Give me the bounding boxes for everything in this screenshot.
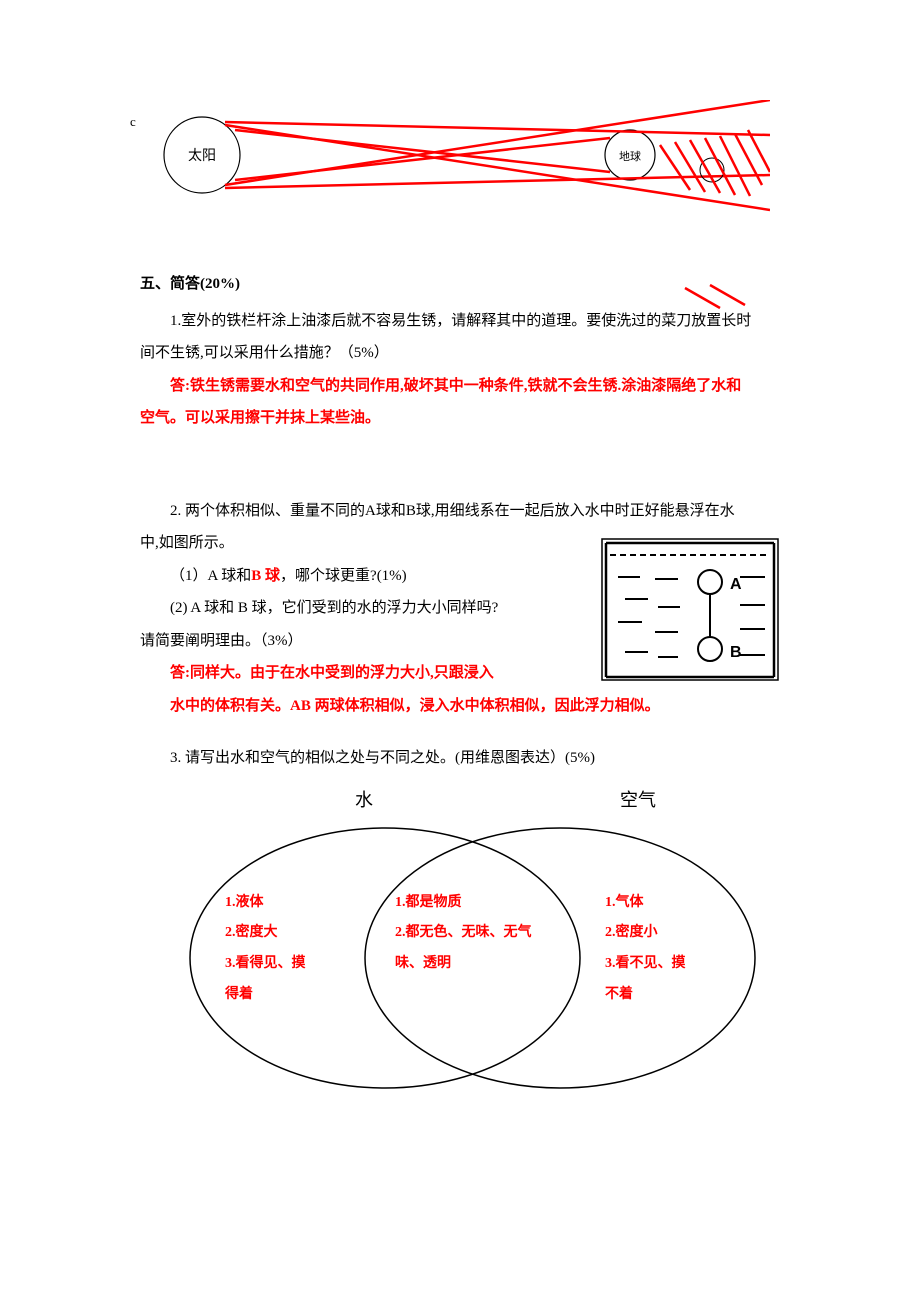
earth-text: 地球 <box>619 149 641 163</box>
q1-answer-line2: 空气。可以采用擦干并抹上某些油。 <box>140 404 790 433</box>
venn-right-4: 不着 <box>605 980 745 1011</box>
venn-right-1: 1.气体 <box>605 888 745 919</box>
venn-right-2: 2.密度小 <box>605 918 745 949</box>
q1-line2: 间不生锈,可以采用什么措施？（5%） <box>140 339 790 368</box>
q2-sub2-line2: 请简要阐明理由。（3%） <box>140 627 560 656</box>
stray-marks <box>680 280 760 320</box>
venn-left-2: 2.密度大 <box>225 918 365 949</box>
label-b: B <box>730 644 742 661</box>
q2-sub1-suffix: ，哪个球更重?(1%) <box>280 568 407 584</box>
venn-left-1: 1.液体 <box>225 888 365 919</box>
sun-text: 太阳 <box>188 148 216 164</box>
q2-block: 2. 两个体积相似、重量不同的A球和B球,用细线系在一起后放入水中时正好能悬浮在… <box>140 497 790 721</box>
eclipse-svg: 太阳 地球 <box>130 100 770 230</box>
q1-answer-line1: 答:铁生锈需要水和空气的共同作用,破坏其中一种条件,铁就不会生锈.涂油漆隔绝了水… <box>140 372 790 401</box>
q3-line: 3. 请写出水和空气的相似之处与不同之处。(用维恩图表达）(5%) <box>140 744 790 773</box>
q2-line1: 2. 两个体积相似、重量不同的A球和B球,用细线系在一起后放入水中时正好能悬浮在… <box>140 497 790 526</box>
c-label: c <box>130 110 136 135</box>
venn-mid-3: 味、透明 <box>395 949 555 980</box>
sun-earth-diagram: c 太阳 地球 <box>130 100 770 230</box>
venn-mid-2: 2.都无色、无味、无气 <box>395 918 555 949</box>
venn-water-items: 1.液体 2.密度大 3.看得见、摸 得着 <box>225 888 365 1011</box>
q2-sub1-prefix: （1）A 球和 <box>170 568 251 584</box>
venn-air-items: 1.气体 2.密度小 3.看不见、摸 不着 <box>605 888 745 1011</box>
q2-ans-line2: 水中的体积有关。AB 两球体积相似，浸入水中体积相似，因此浮力相似。 <box>140 692 790 721</box>
q2-ans-line1: 答:同样大。由于在水中受到的浮力大小,只跟浸入 <box>140 659 560 688</box>
label-a: A <box>730 576 742 593</box>
beaker-diagram: A B <box>600 537 780 682</box>
venn-common-items: 1.都是物质 2.都无色、无味、无气 味、透明 <box>395 888 555 980</box>
q2-sub2-line1: (2) A 球和 B 球，它们受到的水的浮力大小同样吗? <box>140 594 560 623</box>
q2-sub1: （1）A 球和B 球，哪个球更重?(1%) <box>140 562 560 591</box>
venn-mid-1: 1.都是物质 <box>395 888 555 919</box>
venn-left-4: 得着 <box>225 980 365 1011</box>
q2-sub1-bball: B 球 <box>251 568 280 584</box>
venn-diagram: 水 空气 1.液体 2.密度大 3.看得见、摸 得着 1.都是物质 2.都无色、… <box>160 783 780 1103</box>
venn-left-3: 3.看得见、摸 <box>225 949 365 980</box>
venn-right-3: 3.看不见、摸 <box>605 949 745 980</box>
